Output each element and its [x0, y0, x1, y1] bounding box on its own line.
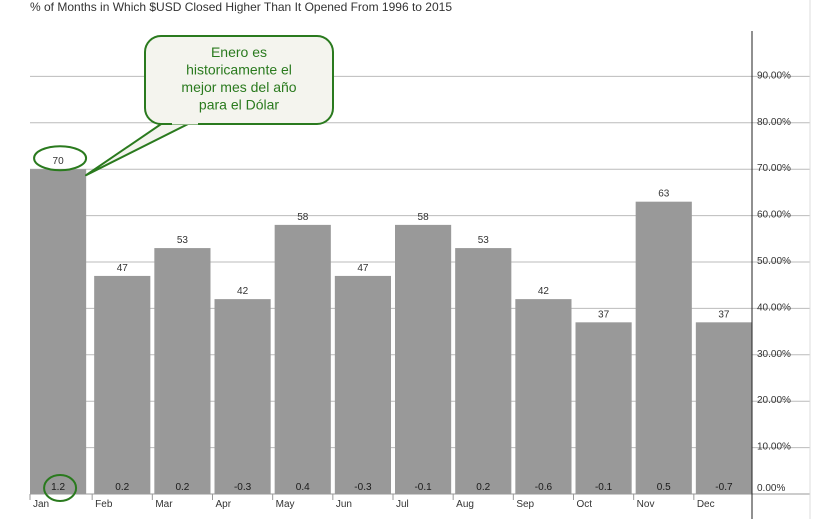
x-tick-label: May	[276, 499, 295, 510]
callout-text-line: para el Dólar	[199, 97, 279, 113]
x-tick-label: Aug	[456, 499, 474, 510]
bar-value-label: 53	[478, 235, 490, 246]
y-tick-label: 0.00%	[757, 483, 785, 494]
y-tick-label: 60.00%	[757, 210, 791, 221]
bar-value-label: 58	[418, 212, 430, 223]
callout-bubble	[144, 35, 334, 125]
y-tick-label: 80.00%	[757, 117, 791, 128]
x-tick-label: Apr	[216, 499, 232, 510]
bar-apr	[214, 299, 271, 494]
y-tick-label: 70.00%	[757, 163, 791, 174]
bar-mar	[154, 248, 211, 494]
x-tick-label: Jul	[396, 499, 409, 510]
bar-aug	[455, 248, 512, 494]
bar-inner-label: 0.4	[296, 482, 310, 493]
bar-inner-label: 0.2	[175, 482, 189, 493]
callout-text-line: mejor mes del año	[181, 79, 296, 95]
bar-inner-label: -0.1	[595, 482, 613, 493]
bar-value-label: 53	[177, 235, 189, 246]
x-tick-label: Feb	[95, 499, 113, 510]
bar-inner-label: 0.5	[657, 482, 671, 493]
bar-value-label: 42	[538, 286, 550, 297]
bar-oct	[575, 322, 632, 494]
highlight-ellipse-inner	[43, 474, 78, 502]
bar-value-label: 37	[718, 309, 730, 320]
bar-inner-label: -0.1	[414, 482, 432, 493]
axes: 0.00% 10.00% 20.00% 30.00% 40.00% 50.00% 60.00…	[29, 0, 811, 519]
x-tick-label: Dec	[697, 499, 715, 510]
bar-jan	[30, 169, 87, 494]
bar-value-label: 37	[598, 309, 610, 320]
bar-jul	[395, 224, 452, 494]
bar-value-label: 58	[297, 212, 309, 223]
bar-sep	[515, 299, 572, 494]
callout-text-line: historicamente el	[186, 62, 292, 78]
callout-pointer	[85, 117, 201, 177]
bar-inner-label: 0.2	[476, 482, 490, 493]
bar-value-label: 47	[357, 263, 369, 274]
bar-value-label: 42	[237, 286, 249, 297]
y-tick-label: 40.00%	[757, 302, 791, 313]
callout-text-line: Enero es	[211, 44, 267, 60]
y-tick-label: 10.00%	[757, 442, 791, 453]
bar-dec	[695, 322, 752, 494]
bar-inner-label: -0.3	[234, 482, 252, 493]
bar-value-label: 47	[117, 263, 129, 274]
bar-inner-label: 0.2	[115, 482, 129, 493]
bar-inner-label: -0.6	[535, 482, 553, 493]
bar-inner-label: -0.3	[354, 482, 372, 493]
bar-nov	[635, 201, 692, 494]
bar-inner-label: -0.7	[715, 482, 733, 493]
bar-value-label: 63	[658, 189, 670, 200]
y-tick-label: 90.00%	[757, 70, 791, 81]
highlight-ellipse-value	[33, 145, 88, 172]
bar-may	[274, 224, 331, 494]
x-tick-label: Sep	[516, 499, 534, 510]
bars: 70 1.2 47 0.2 53 0.2 42 -0.3 58 0.4 47 -0.3 58 -0.1 53…	[30, 156, 752, 494]
x-tick-label: Mar	[155, 499, 173, 510]
bar-value-label: 70	[53, 156, 65, 167]
bar-inner-label: 1.2	[51, 482, 65, 493]
y-tick-label: 20.00%	[757, 395, 791, 406]
chart-title: % of Months in Which $USD Closed Higher …	[30, 0, 452, 14]
bar-feb	[94, 275, 151, 494]
x-tick-label: Nov	[637, 499, 655, 510]
bar-jun	[334, 275, 391, 494]
x-tick-label: Oct	[577, 499, 593, 510]
y-tick-label: 50.00%	[757, 256, 791, 267]
y-tick-label: 30.00%	[757, 349, 791, 360]
x-tick-label: Jan	[33, 499, 49, 510]
x-tick-label: Jun	[336, 499, 352, 510]
